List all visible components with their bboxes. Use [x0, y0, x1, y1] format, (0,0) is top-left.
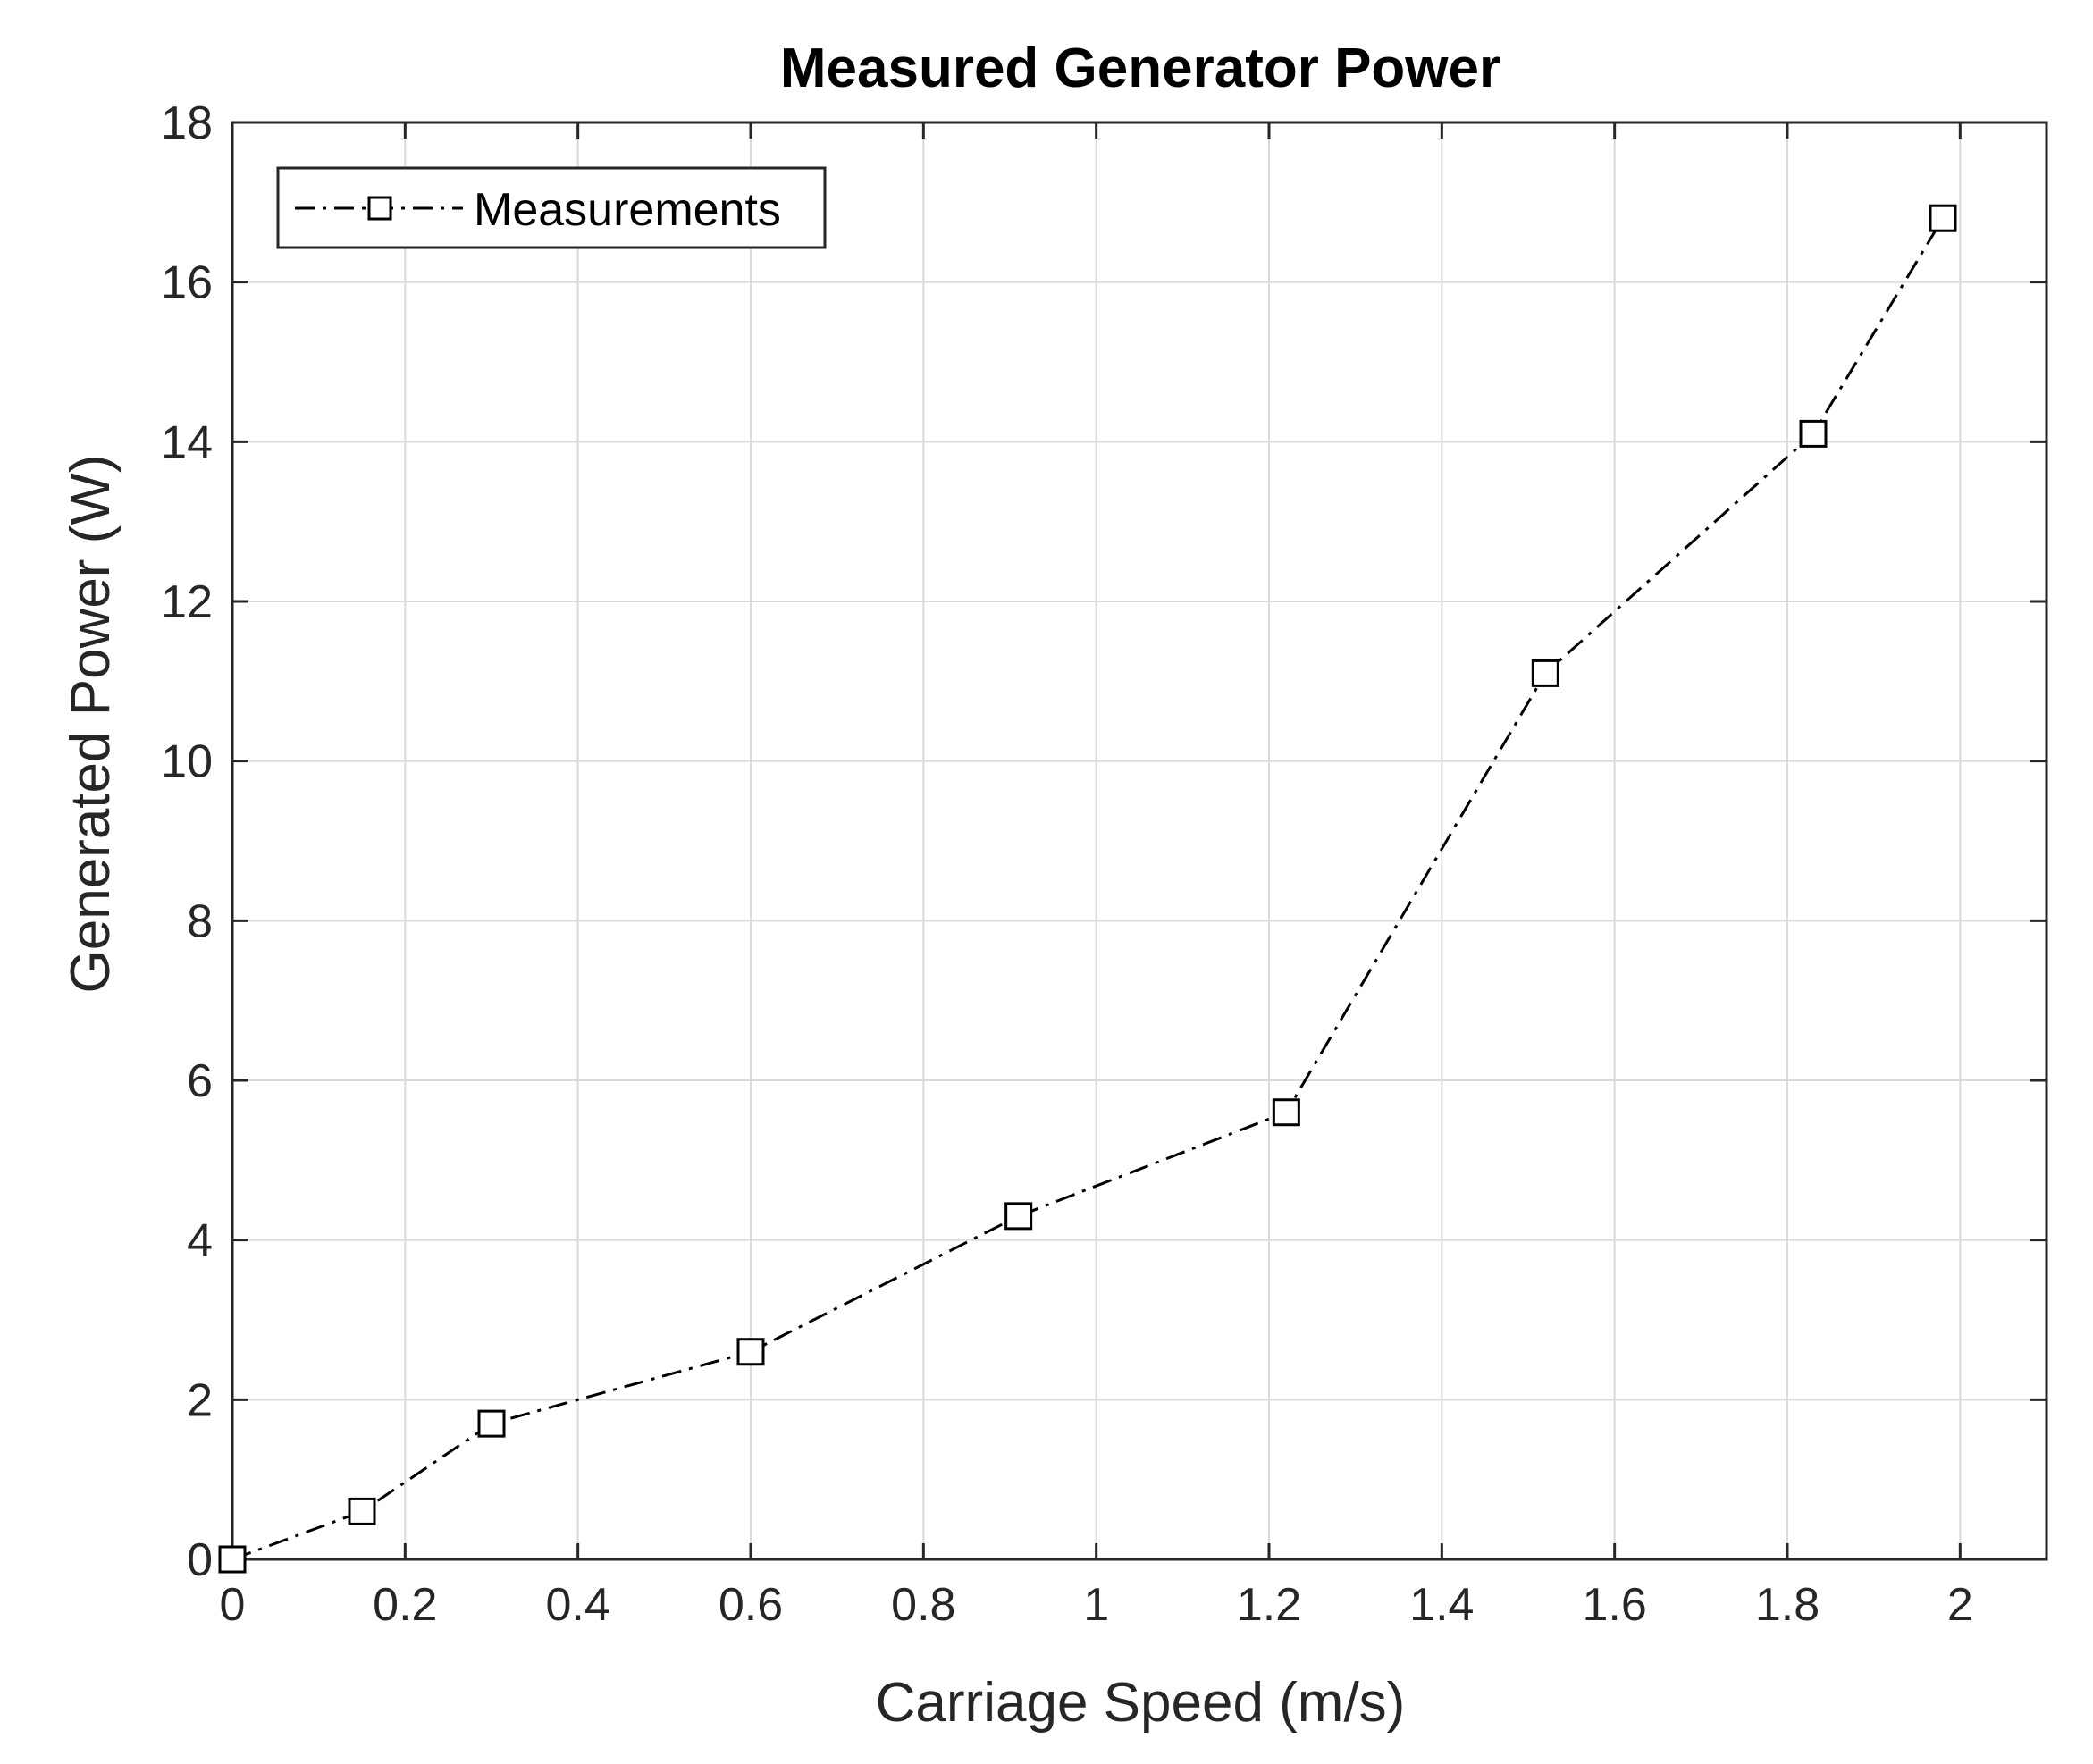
x-tick-label: 2	[1947, 1579, 1973, 1631]
y-tick-label: 6	[187, 1055, 213, 1107]
data-point-marker	[218, 1545, 247, 1574]
data-point-marker	[348, 1497, 376, 1525]
y-tick-label: 0	[187, 1534, 213, 1586]
x-tick-label: 1.6	[1583, 1579, 1647, 1631]
data-point-marker	[1272, 1098, 1300, 1127]
y-tick-label: 8	[187, 895, 213, 947]
x-axis-label: Carriage Speed (m/s)	[876, 1672, 1406, 1734]
x-tick-label: 0.8	[891, 1579, 955, 1631]
series-line	[231, 217, 1945, 1561]
x-tick-label: 0.2	[373, 1579, 437, 1631]
data-point-marker	[477, 1409, 506, 1438]
data-point-marker	[1004, 1202, 1033, 1231]
legend: Measurements	[276, 166, 827, 249]
x-tick-label: 0.4	[546, 1579, 610, 1631]
data-point-marker	[1929, 204, 1957, 232]
data-point-marker	[736, 1338, 765, 1366]
series-measurements	[218, 204, 1957, 1574]
y-tick-labels: 0 2 4 6 8 10 12 14 16 18	[161, 97, 213, 1586]
x-tick-label: 0.6	[719, 1579, 783, 1631]
x-tick-label: 0	[220, 1579, 246, 1631]
chart-title: Measured Generator Power	[780, 38, 1500, 99]
axes-frame	[231, 121, 2048, 1561]
y-tick-label: 4	[187, 1215, 213, 1267]
plot-area	[218, 121, 2048, 1574]
x-tick-label: 1.4	[1409, 1579, 1474, 1631]
legend-label-measurements: Measurements	[474, 184, 781, 236]
y-tick-label: 16	[161, 257, 213, 309]
data-point-marker	[1799, 419, 1828, 448]
x-tick-labels: 0 0.2 0.4 0.6 0.8 1 1.2 1.4 1.6 1.8 2	[220, 1579, 1973, 1631]
legend-marker-square-icon	[367, 196, 392, 221]
y-tick-label: 14	[161, 416, 213, 468]
y-tick-label: 12	[161, 576, 213, 628]
y-tick-label: 10	[161, 736, 213, 788]
y-axis-label: Generated Power (W)	[60, 455, 122, 994]
x-tick-label: 1.2	[1237, 1579, 1301, 1631]
y-tick-label: 18	[161, 97, 213, 149]
x-tick-label: 1	[1083, 1579, 1109, 1631]
x-tick-label: 1.8	[1755, 1579, 1820, 1631]
y-tick-label: 2	[187, 1374, 213, 1426]
data-point-marker	[1531, 659, 1559, 687]
